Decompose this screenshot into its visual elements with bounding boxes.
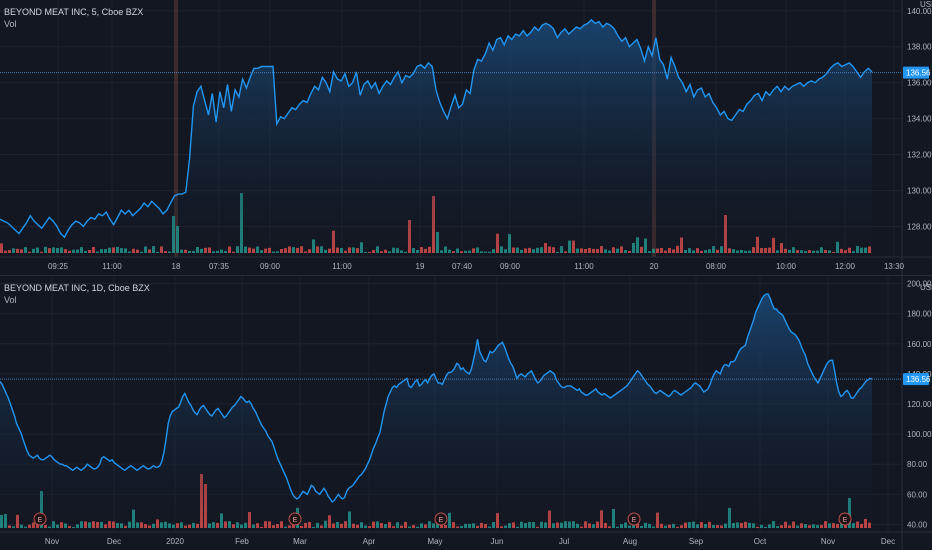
daily-chart-title: BEYOND MEAT INC, 1D, Cboe BZX: [4, 283, 150, 293]
intraday-chart-svg[interactable]: 140.00 138.00 136.00 134.00 132.00 130.00 128.…: [0, 0, 932, 275]
y-tick-label: 134.00: [907, 115, 932, 124]
earnings-marker-icon[interactable]: E: [288, 512, 302, 526]
daily-chart-pane[interactable]: 200.00180.00160.00140.00120.00100.0080.0…: [0, 276, 932, 550]
price-line: [0, 293, 873, 503]
y-tick-label: 160.00: [907, 340, 932, 349]
y-tick-label: 138.00: [907, 43, 932, 52]
x-tick-label: Feb: [235, 537, 249, 546]
x-tick-label: 10:00: [776, 262, 797, 271]
earnings-marker-label: E: [632, 517, 637, 524]
x-tick-label: 12:00: [835, 262, 856, 271]
price-area: [0, 19, 872, 257]
intraday-volume-label: Vol: [4, 19, 17, 29]
earnings-marker-icon[interactable]: E: [838, 512, 852, 526]
y-unit-label: USD: [920, 0, 932, 9]
price-label: 136.56: [906, 375, 931, 384]
intraday-chart-title: BEYOND MEAT INC, 5, Cboe BZX: [4, 7, 144, 17]
x-tick-label: 11:00: [102, 262, 122, 271]
y-tick-label: 180.00: [907, 310, 932, 319]
price-label-box: [903, 373, 929, 386]
x-tick-label: 13:30: [884, 262, 905, 271]
x-tick-label: 2020: [166, 537, 184, 546]
x-tick-label: 09:00: [260, 262, 281, 271]
intraday-chart-pane[interactable]: 140.00 138.00 136.00 134.00 132.00 130.00 128.…: [0, 0, 932, 275]
x-tick-label: Jun: [491, 537, 504, 546]
x-tick-label: May: [427, 537, 442, 546]
x-tick-label: 07:35: [209, 262, 230, 271]
x-tick-label: Dec: [881, 537, 895, 546]
daily-volume-label: Vol: [4, 295, 17, 305]
y-tick-label: 100.00: [907, 430, 932, 439]
x-tick-label: 20: [650, 262, 659, 271]
x-tick-label: 07:40: [452, 262, 473, 271]
y-tick-label: 130.00: [907, 187, 932, 196]
y-tick-label: 200.00: [907, 280, 932, 289]
earnings-marker-icon[interactable]: E: [627, 512, 641, 526]
y-tick-label: 132.00: [907, 151, 932, 160]
price-label-box: [903, 66, 929, 79]
earnings-marker-icon[interactable]: E: [434, 512, 448, 526]
x-tick-label: Apr: [363, 537, 376, 546]
earnings-marker-label: E: [843, 517, 848, 524]
price-line: [0, 18, 873, 239]
price-label: 136.56: [906, 69, 931, 78]
x-tick-label: Sep: [689, 537, 704, 546]
x-tick-label: 09:25: [48, 262, 69, 271]
y-tick-label: 128.00: [907, 222, 932, 231]
daily-chart-svg[interactable]: 200.00180.00160.00140.00120.00100.0080.0…: [0, 276, 932, 550]
pane-divider[interactable]: [0, 275, 932, 276]
x-tick-label: Oct: [754, 537, 767, 546]
y-tick-label: 40.00: [907, 520, 928, 529]
y-tick-label: 120.00: [907, 400, 932, 409]
x-tick-label: Nov: [821, 537, 835, 546]
x-tick-label: 19: [416, 262, 425, 271]
earnings-marker-label: E: [293, 517, 298, 524]
x-tick-label: Mar: [293, 537, 307, 546]
x-tick-label: Aug: [623, 537, 637, 546]
x-tick-label: Jul: [559, 537, 569, 546]
y-tick-label: 60.00: [907, 490, 928, 499]
intraday-legend: BEYOND MEAT INC, 5, Cboe BZX Vol: [4, 6, 143, 30]
x-tick-label: 18: [172, 262, 181, 271]
earnings-marker-label: E: [38, 517, 43, 524]
x-tick-label: 11:00: [332, 262, 352, 271]
session-break-marker: [174, 0, 178, 257]
earnings-marker-icon[interactable]: E: [33, 512, 47, 526]
earnings-marker-label: E: [439, 517, 444, 524]
x-tick-label: Dec: [107, 537, 121, 546]
price-area: [0, 294, 872, 532]
x-tick-label: Nov: [45, 537, 59, 546]
y-tick-label: 136.00: [907, 79, 932, 88]
y-tick-label: 80.00: [907, 460, 928, 469]
daily-legend: BEYOND MEAT INC, 1D, Cboe BZX Vol: [4, 282, 150, 306]
x-tick-label: 09:00: [500, 262, 521, 271]
x-tick-label: 08:00: [706, 262, 727, 271]
y-tick-label: 140.00: [907, 7, 932, 16]
x-tick-label: 11:00: [574, 262, 594, 271]
y-unit-label: USD: [920, 283, 932, 292]
